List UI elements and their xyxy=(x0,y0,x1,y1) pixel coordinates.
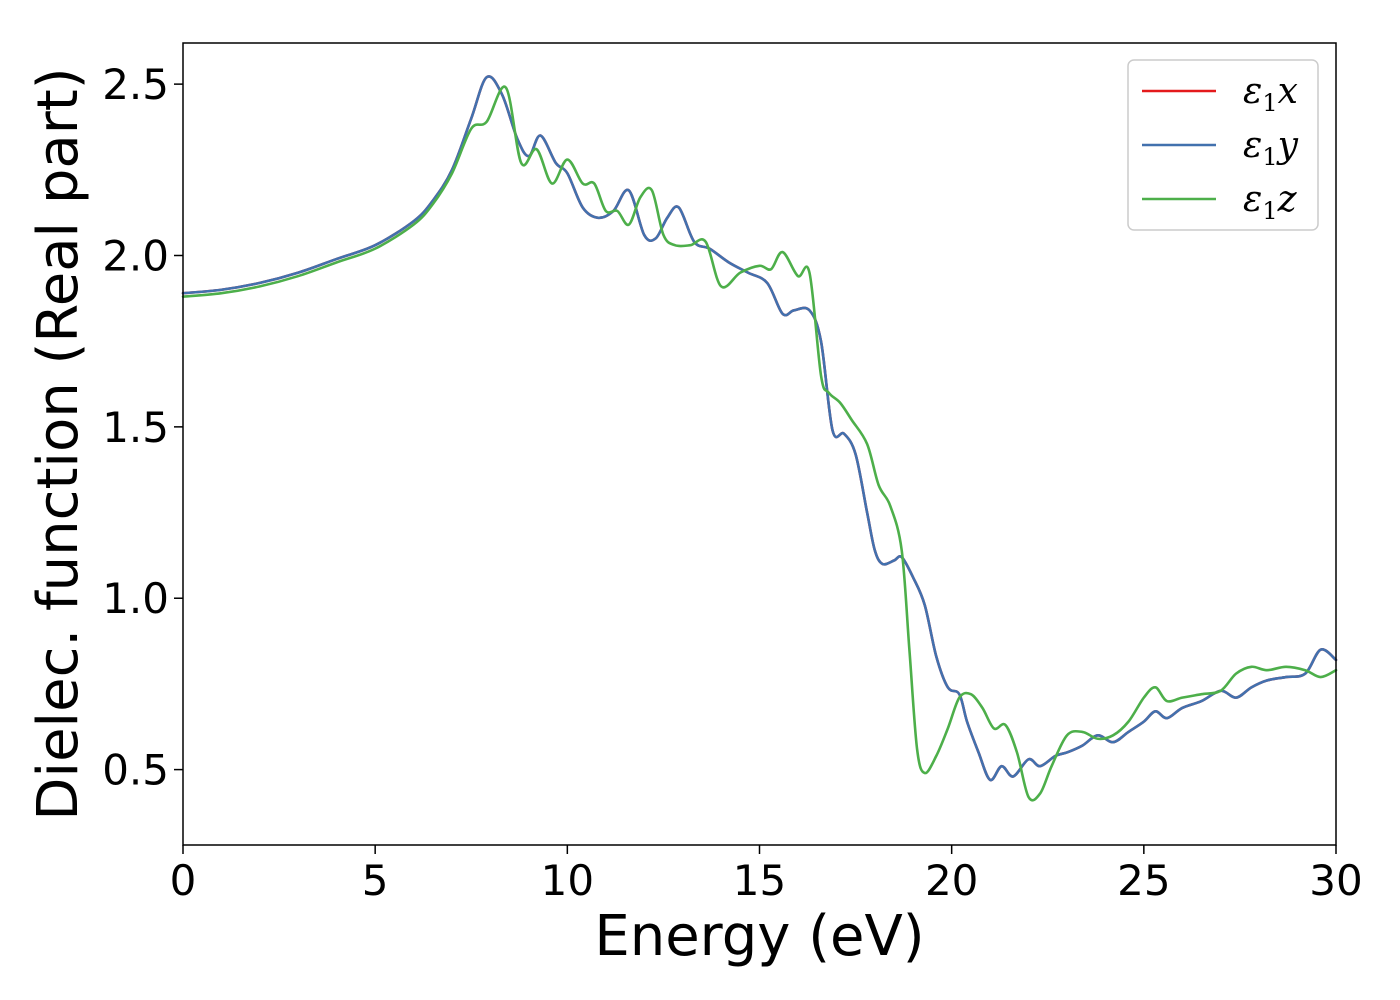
x-tick-label: 5 xyxy=(362,856,389,905)
y-axis-title: Dielec. function (Real part) xyxy=(26,67,91,820)
x-tick-label: 25 xyxy=(1117,856,1170,905)
y-axis: 0.5 1.0 1.5 2.0 2.5 xyxy=(102,60,183,795)
legend-label-sub: 1 xyxy=(1262,197,1277,225)
legend-label-var: z xyxy=(1277,179,1298,220)
series-line-z xyxy=(181,85,1338,802)
series-layer xyxy=(181,75,1338,802)
legend-label-base: ε xyxy=(1243,71,1262,112)
y-tick-label: 2.5 xyxy=(102,60,169,109)
y-tick-label: 0.5 xyxy=(102,746,169,795)
legend-label-var: x xyxy=(1278,71,1298,112)
x-tick-label: 30 xyxy=(1309,856,1362,905)
legend-label-base: ε xyxy=(1243,125,1262,166)
legend-label-z: ε1z xyxy=(1243,179,1298,225)
x-tick-label: 20 xyxy=(925,856,978,905)
x-tick-label: 10 xyxy=(541,856,594,905)
x-tick-label: 0 xyxy=(170,856,197,905)
x-axis: 0 5 10 15 20 25 30 xyxy=(170,845,1363,905)
legend-frame xyxy=(1127,59,1319,231)
legend-label-x: ε1x xyxy=(1243,71,1298,117)
legend-label-sub: 1 xyxy=(1262,143,1277,171)
y-tick-label: 1.0 xyxy=(102,574,169,623)
legend-label-base: ε xyxy=(1243,179,1262,220)
legend-label-y: ε1y xyxy=(1243,125,1299,171)
x-tick-label: 15 xyxy=(733,856,786,905)
x-axis-title: Energy (eV) xyxy=(594,904,924,969)
y-tick-label: 1.5 xyxy=(102,403,169,452)
legend-label-var: y xyxy=(1276,125,1299,166)
y-tick-label: 2.0 xyxy=(102,231,169,280)
legend-label-sub: 1 xyxy=(1262,89,1277,117)
